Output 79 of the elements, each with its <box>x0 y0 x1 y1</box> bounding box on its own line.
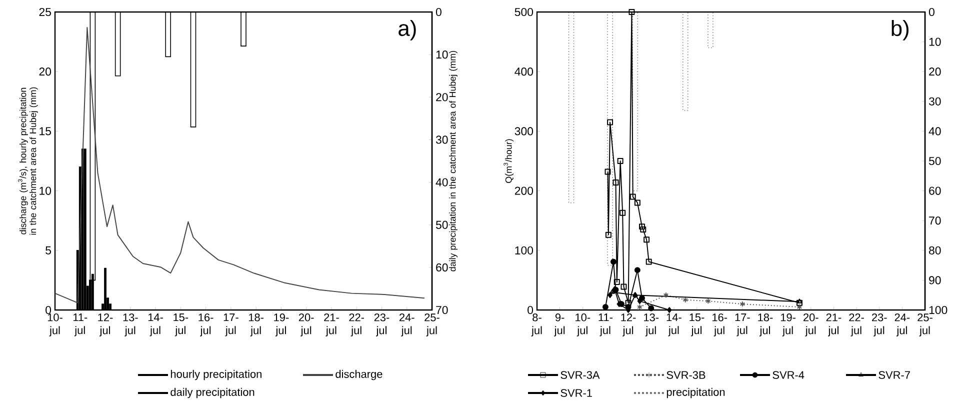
y2-tick-label: 30 <box>436 136 448 144</box>
x-tick-label: 17- jul <box>735 314 750 336</box>
y2-tick-label: 0 <box>928 8 934 16</box>
x-tick-label: 21- jul <box>324 314 339 336</box>
x-tick-label: 9- jul <box>554 314 565 336</box>
x-tick-label: 19- jul <box>274 314 289 336</box>
y2-tick-label: 30 <box>928 97 941 106</box>
legend-label: hourly precipitation <box>170 370 262 380</box>
y-tick-label: 10 <box>40 186 52 195</box>
x-tick-label: 16- jul <box>712 314 728 336</box>
x-tick-label: 24- jul <box>894 314 910 336</box>
x-tick-label: 18- jul <box>248 314 264 336</box>
y2-tick-label: 70 <box>436 306 448 314</box>
x-tick-label: 15- jul <box>690 314 704 336</box>
x-tick-label: 20- jul <box>804 314 818 336</box>
legend-label: precipitation <box>666 388 725 398</box>
x-tick-label: 18- jul <box>758 314 773 336</box>
x-tick-label: 22- jul <box>849 314 864 336</box>
x-tick-label: 10- jul <box>48 314 62 336</box>
y-tick-label: 20 <box>39 68 52 76</box>
legend-label: SVR-3A <box>560 371 600 379</box>
x-tick-label: 23- jul <box>374 314 390 336</box>
y2-tick-label: 0 <box>436 8 442 16</box>
y2-tick-label: 80 <box>929 246 941 254</box>
y-axis-title: discharge (m$^{3}$/s), hourly precipitation in the catchment area of Hubej (mm) <box>18 87 38 235</box>
x-tick-label: 15- jul <box>174 314 188 336</box>
x-tick-label: 12- jul <box>621 314 636 336</box>
x-tick-label: 14- jul <box>148 314 163 336</box>
y2-tick-label: 60 <box>436 263 448 272</box>
y-tick-label: 100 <box>515 246 534 254</box>
x-tick-label: 17- jul <box>224 314 238 336</box>
y-tick-label: 400 <box>514 68 534 76</box>
x-tick-label: 11- jul <box>73 314 88 336</box>
legend-label: SVR-3B <box>666 371 706 379</box>
y2-tick-label: 40 <box>436 178 448 186</box>
y-tick-label: 200 <box>514 186 534 195</box>
y2-axis-title: daily precipitation in the catchment area of Hubej (mm) <box>449 50 458 272</box>
x-tick-label: 25- jul <box>424 314 440 336</box>
y-tick-label: 300 <box>514 127 534 136</box>
x-tick-label: 11- jul <box>598 314 612 336</box>
y2-tick-label: 90 <box>929 276 941 284</box>
x-tick-label: 23- jul <box>872 314 887 336</box>
y-axis-title: Q(m$^{3}$/hour) <box>504 139 514 183</box>
x-tick-label: 22- jul <box>349 314 364 336</box>
y2-tick-label: 50 <box>436 220 448 229</box>
legend-label: SVR-4 <box>772 371 804 379</box>
x-tick-label: 19- jul <box>780 314 796 336</box>
y-tick-label: 15 <box>40 127 51 136</box>
x-tick-label: 24- jul <box>400 314 414 336</box>
x-tick-label: 25- jul <box>918 314 932 336</box>
y2-tick-label: 50 <box>928 156 941 166</box>
x-tick-label: 10- jul <box>576 314 590 336</box>
x-tick-label: 20- jul <box>298 314 314 336</box>
y2-tick-label: 40 <box>928 127 941 136</box>
annotation: b) <box>892 20 908 40</box>
y2-tick-label: 20 <box>929 68 941 76</box>
x-tick-label: 13- jul <box>123 314 138 336</box>
x-tick-label: 21- jul <box>826 314 842 336</box>
y2-tick-label: 10 <box>929 38 941 46</box>
x-tick-label: 12- jul <box>98 314 113 336</box>
x-tick-label: 13- jul <box>644 314 659 336</box>
y-tick-label: 0 <box>46 306 52 314</box>
x-tick-label: 14- jul <box>666 314 682 336</box>
y-tick-label: 500 <box>514 8 534 16</box>
y2-tick-label: 100 <box>929 306 948 314</box>
legend-label: SVR-7 <box>878 371 910 379</box>
y-tick-label: 0 <box>528 306 534 314</box>
legend-label: daily precipitation <box>170 388 254 398</box>
y2-tick-label: 60 <box>929 186 941 195</box>
y2-tick-label: 20 <box>436 93 448 102</box>
legend-label: discharge <box>336 370 382 380</box>
annotation: a) <box>398 20 416 40</box>
y-tick-label: 5 <box>46 246 51 254</box>
x-tick-label: 16- jul <box>198 314 214 336</box>
y2-tick-label: 70 <box>929 216 941 225</box>
y2-tick-label: 10 <box>436 50 448 59</box>
x-tick-label: 8- jul <box>531 314 542 336</box>
y-tick-label: 25 <box>39 8 51 16</box>
legend-label: SVR-1 <box>560 389 592 397</box>
